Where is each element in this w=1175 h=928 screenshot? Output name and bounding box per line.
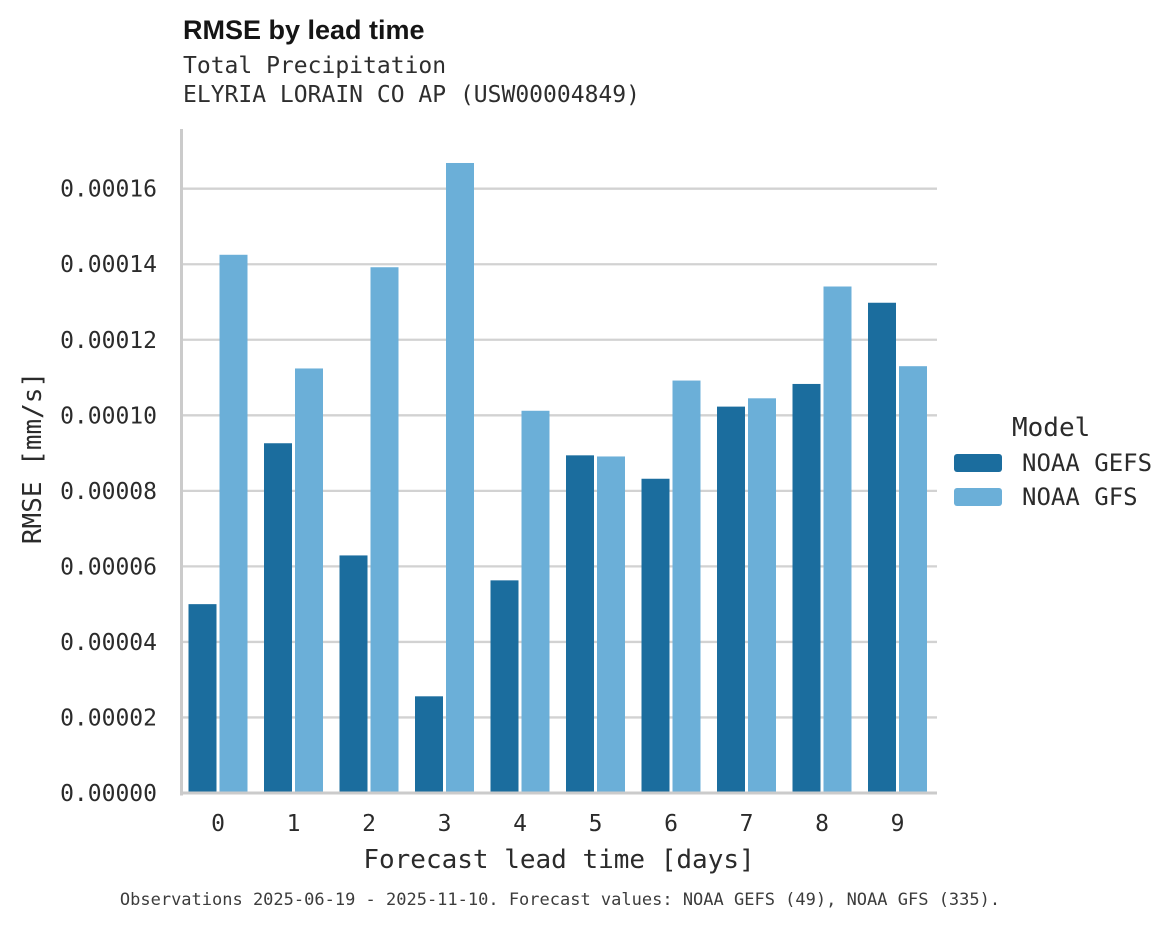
bar-noaa-gefs-day3 (415, 696, 443, 793)
y-axis-spine (180, 129, 183, 796)
x-tick-label: 2 (362, 811, 376, 837)
bar-noaa-gfs-day3 (446, 162, 474, 794)
bar-noaa-gfs-day8 (823, 286, 852, 793)
x-axis-title: Forecast lead time [days] (363, 845, 755, 875)
bar-noaa-gfs-day5 (597, 456, 625, 793)
legend-swatch-noaa-gfs (954, 488, 1002, 506)
x-tick-label: 0 (211, 811, 225, 837)
footnote: Observations 2025-06-19 - 2025-11-10. Fo… (119, 890, 1001, 910)
bar-noaa-gfs-day6 (672, 380, 701, 793)
y-tick-label: 0.00000 (60, 781, 157, 807)
x-tick-label: 9 (891, 811, 905, 837)
y-tick-label: 0.00014 (60, 252, 157, 278)
y-tick-label: 0.00010 (60, 403, 157, 429)
y-tick-label: 0.00016 (60, 177, 157, 203)
bar-noaa-gfs-day7 (748, 398, 776, 793)
legend-label-noaa-gefs: NOAA GEFS (1022, 449, 1153, 477)
legend-item-noaa-gefs: NOAA GEFS (954, 449, 1153, 477)
x-tick-label: 5 (589, 811, 603, 837)
bar-noaa-gefs-day5 (566, 455, 594, 793)
chart-subtitle-station: ELYRIA LORAIN CO AP (USW00004849) (183, 82, 640, 108)
bar-noaa-gfs-day2 (370, 267, 399, 794)
legend-item-noaa-gfs: NOAA GFS (954, 483, 1138, 511)
x-tick-label: 3 (438, 811, 452, 837)
chart-subtitle-variable: Total Precipitation (183, 53, 447, 79)
x-tick-label: 1 (287, 811, 301, 837)
bar-noaa-gefs-day4 (490, 580, 519, 793)
x-tick-label: 6 (664, 811, 678, 837)
bar-noaa-gefs-day9 (868, 302, 896, 793)
bar-noaa-gefs-day7 (717, 406, 745, 793)
chart-header: RMSE by lead time Total Precipitation EL… (183, 14, 640, 110)
legend-title: Model (1012, 413, 1091, 443)
legend-swatch-noaa-gefs (954, 454, 1002, 472)
bar-noaa-gfs-day0 (219, 254, 248, 793)
bar-noaa-gefs-day8 (792, 383, 821, 793)
x-axis-spine (180, 791, 937, 795)
x-tick-label: 8 (815, 811, 829, 837)
bar-noaa-gefs-day2 (339, 555, 368, 793)
y-tick-label: 0.00008 (60, 479, 157, 505)
chart-title: RMSE by lead time (183, 15, 425, 45)
bar-noaa-gefs-day0 (188, 604, 217, 793)
legend-label-noaa-gfs: NOAA GFS (1022, 483, 1138, 511)
bar-noaa-gfs-day1 (295, 368, 323, 793)
y-tick-label: 0.00004 (60, 630, 157, 656)
x-tick-label: 7 (740, 811, 754, 837)
bar-noaa-gfs-day9 (899, 366, 927, 793)
x-tick-label: 4 (513, 811, 527, 837)
y-tick-label: 0.00012 (60, 328, 157, 354)
bar-noaa-gefs-day1 (264, 443, 292, 793)
y-tick-label: 0.00002 (60, 705, 157, 731)
bar-noaa-gefs-day6 (641, 478, 670, 793)
y-tick-label: 0.00006 (60, 554, 157, 580)
bar-noaa-gfs-day4 (521, 410, 550, 793)
